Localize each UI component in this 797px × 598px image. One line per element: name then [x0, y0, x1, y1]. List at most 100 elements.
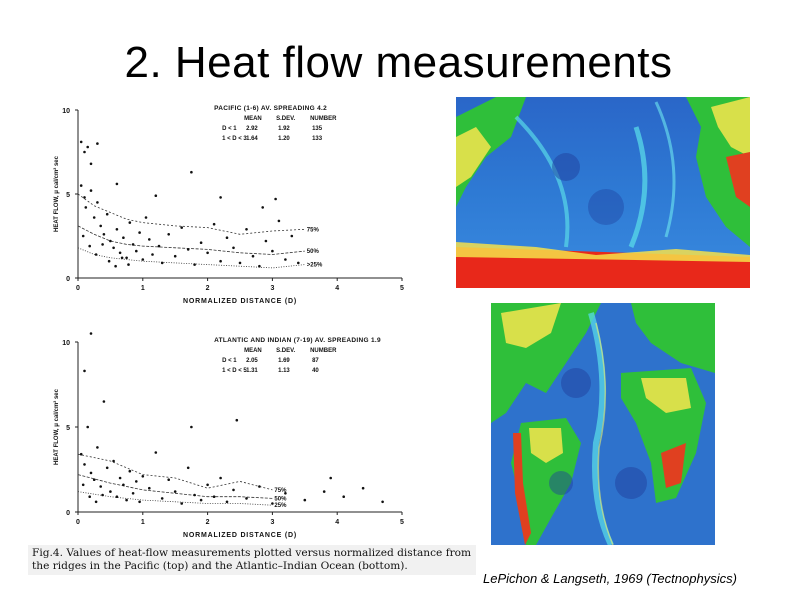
y-tick-label: 0 [66, 510, 70, 517]
x-tick-label: 3 [270, 285, 274, 292]
pacific-map-icon [456, 97, 750, 288]
x-tick-label: 1 [141, 519, 145, 526]
curve-label: 50% [274, 496, 287, 502]
stats-value: 2.05 [246, 358, 258, 364]
data-point [83, 150, 86, 154]
data-point [112, 459, 115, 463]
data-point [94, 500, 98, 504]
y-tick-label: 10 [62, 340, 70, 347]
stats-header: MEAN [244, 348, 262, 354]
data-point [180, 226, 183, 229]
data-point [235, 418, 239, 422]
data-point [245, 497, 248, 500]
stats-row-label: 1 < D < 3 [222, 136, 247, 142]
data-point [125, 256, 128, 260]
x-tick-label: 2 [206, 519, 210, 526]
data-point [225, 236, 229, 239]
data-point [84, 206, 88, 209]
data-point [83, 463, 86, 466]
data-point [180, 502, 183, 505]
y-tick-label: 0 [66, 276, 70, 283]
data-point [264, 239, 268, 243]
data-point [206, 251, 209, 255]
curve-label: >25% [307, 263, 323, 269]
data-point [94, 253, 98, 256]
curve-label: 75% [307, 227, 320, 233]
data-point [101, 493, 104, 497]
data-point [193, 493, 196, 497]
data-point [251, 254, 255, 258]
data-point [86, 145, 89, 149]
data-point [206, 483, 209, 487]
slide-title: 2. Heat flow measurements [124, 38, 673, 87]
percentile-curve [77, 453, 273, 491]
data-point [160, 497, 164, 500]
stats-header: S.DEV. [276, 348, 295, 354]
x-tick-label: 3 [270, 519, 274, 526]
chart-title: PACIFIC (1-6) AV. SPREADING 4.2 [214, 105, 327, 112]
data-point [122, 236, 125, 239]
percentile-curve [77, 247, 305, 269]
data-point [258, 485, 261, 488]
data-point [118, 251, 122, 255]
data-point [135, 480, 138, 483]
data-point [154, 451, 158, 454]
data-point [83, 369, 86, 373]
data-point [199, 498, 203, 502]
pacific-bathymetry-map [456, 97, 750, 288]
data-point [81, 234, 85, 238]
data-point [157, 244, 161, 248]
stats-header: S.DEV. [276, 116, 295, 122]
data-point [232, 246, 235, 250]
data-point [342, 495, 346, 498]
atlantic-map-icon [491, 303, 715, 545]
data-point [79, 184, 83, 187]
data-point [88, 244, 91, 248]
stats-value: 1.69 [278, 358, 290, 364]
data-point [190, 425, 193, 429]
data-point [186, 466, 190, 470]
data-point [109, 239, 112, 243]
data-point [219, 476, 222, 480]
x-tick-label: 0 [76, 285, 80, 292]
atlantic-indian-heat-flow-chart: 0 1 2 3 4 5 0 5 10 NORMALIZED DISTANCE (D) HEAT FL… [50, 330, 410, 542]
data-point [138, 231, 141, 234]
curve-label: 75% [274, 488, 287, 494]
stats-value: 1.92 [278, 126, 290, 132]
data-point [167, 478, 170, 481]
data-point [238, 261, 242, 265]
data-point [361, 486, 365, 490]
data-point [329, 476, 333, 480]
data-point [167, 233, 170, 236]
curve-label: 50% [307, 249, 320, 255]
stats-value: 40 [312, 368, 319, 374]
x-tick-label: 4 [335, 285, 339, 292]
x-tick-label: 2 [206, 285, 210, 292]
data-point [120, 256, 124, 260]
x-tick-label: 5 [400, 285, 404, 292]
data-point [232, 488, 235, 492]
stats-value: 1.20 [278, 136, 290, 142]
data-point [101, 243, 104, 246]
y-tick-label: 10 [62, 108, 70, 115]
data-point [245, 228, 248, 231]
data-point [144, 216, 148, 219]
data-point [89, 471, 93, 475]
source-credit: LePichon & Langseth, 1969 (Tectnophysics… [483, 571, 737, 586]
data-point [381, 500, 384, 504]
pacific-chart-svg: 0 1 2 3 4 5 0 5 10 NORMALIZED DISTANCE (D) HEAT FL… [53, 105, 404, 305]
data-point [290, 234, 294, 238]
data-point [128, 221, 132, 224]
stats-header: MEAN [244, 116, 262, 122]
data-point [297, 261, 300, 265]
data-point [89, 332, 93, 335]
x-tick-label: 1 [141, 285, 145, 292]
data-point [261, 206, 264, 209]
data-point [114, 264, 117, 268]
data-point [125, 498, 128, 502]
data-point [148, 238, 151, 241]
data-point [271, 249, 274, 253]
atlantic-bathymetry-map [491, 303, 715, 545]
data-point [131, 243, 135, 246]
stats-value: 135 [312, 126, 323, 132]
